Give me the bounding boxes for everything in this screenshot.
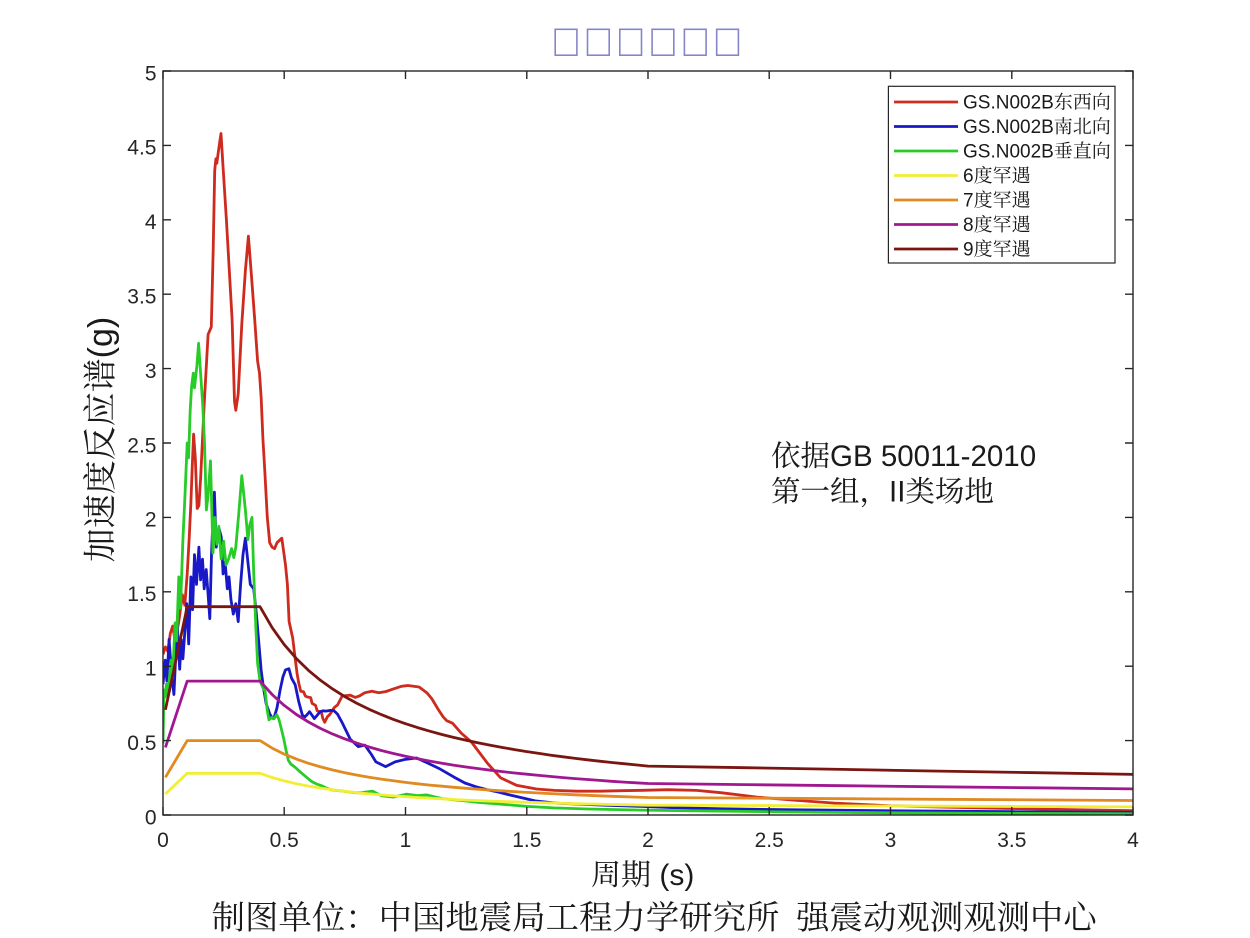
svg-text:9: 9 [963, 240, 974, 261]
svg-text:(s): (s) [659, 859, 694, 892]
svg-text:7: 7 [963, 191, 974, 212]
svg-text:0.5: 0.5 [270, 829, 299, 852]
svg-text:GS.N002B: GS.N002B [963, 142, 1054, 163]
svg-text:1.5: 1.5 [127, 583, 156, 606]
svg-text:1: 1 [400, 829, 412, 852]
svg-text:4: 4 [1127, 829, 1139, 852]
svg-text:0: 0 [145, 806, 157, 829]
svg-text:2.5: 2.5 [755, 829, 784, 852]
svg-text:8: 8 [963, 215, 974, 236]
svg-text:3: 3 [885, 829, 897, 852]
svg-text:5: 5 [145, 62, 157, 85]
svg-text:4: 4 [145, 211, 157, 234]
svg-text:(g): (g) [82, 317, 120, 359]
svg-text:1: 1 [145, 658, 157, 681]
svg-text:GS.N002B: GS.N002B [963, 93, 1054, 114]
svg-text:2: 2 [642, 829, 654, 852]
svg-text:2.5: 2.5 [127, 434, 156, 457]
svg-text:3: 3 [145, 360, 157, 383]
svg-text:II: II [889, 476, 905, 509]
svg-text:4.5: 4.5 [127, 137, 156, 160]
svg-text:3.5: 3.5 [127, 286, 156, 309]
svg-text:2: 2 [145, 509, 157, 532]
svg-text:1.5: 1.5 [512, 829, 541, 852]
svg-text:0.5: 0.5 [127, 732, 156, 755]
svg-text:GS.N002B: GS.N002B [963, 117, 1054, 138]
svg-text:0: 0 [157, 829, 169, 852]
svg-text:6: 6 [963, 166, 974, 187]
svg-text:GB 50011-2010: GB 50011-2010 [830, 440, 1036, 473]
svg-text:3.5: 3.5 [997, 829, 1026, 852]
